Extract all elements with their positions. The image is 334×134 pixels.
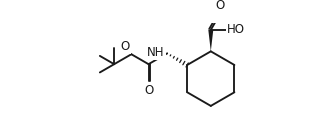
Text: O: O — [144, 84, 153, 97]
Text: NH: NH — [147, 46, 165, 59]
Text: O: O — [215, 0, 224, 12]
Polygon shape — [208, 30, 213, 51]
Text: O: O — [121, 40, 130, 53]
Text: HO: HO — [226, 23, 244, 36]
